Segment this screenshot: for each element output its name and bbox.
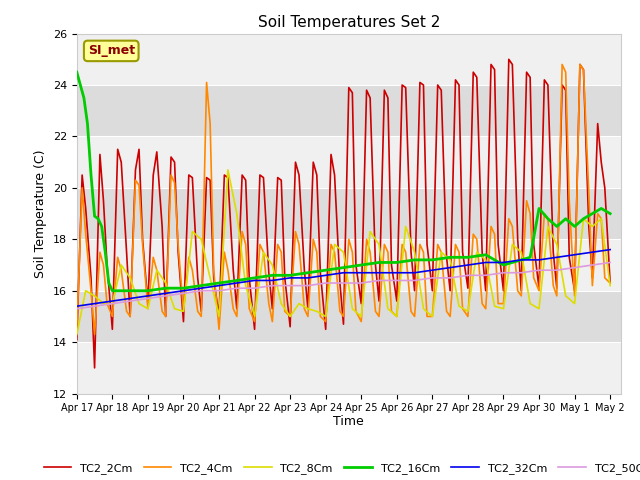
Y-axis label: Soil Temperature (C): Soil Temperature (C)	[35, 149, 47, 278]
Legend: TC2_2Cm, TC2_4Cm, TC2_8Cm, TC2_16Cm, TC2_32Cm, TC2_50Cm: TC2_2Cm, TC2_4Cm, TC2_8Cm, TC2_16Cm, TC2…	[39, 458, 640, 478]
Bar	[77, 85, 621, 136]
X-axis label: Time: Time	[333, 415, 364, 428]
Bar	[77, 342, 621, 394]
Bar	[77, 136, 621, 188]
Bar	[77, 34, 621, 85]
Text: SI_met: SI_met	[88, 44, 135, 58]
Bar	[77, 240, 621, 291]
Bar	[77, 291, 621, 342]
Title: Soil Temperatures Set 2: Soil Temperatures Set 2	[258, 15, 440, 30]
Bar	[77, 188, 621, 240]
